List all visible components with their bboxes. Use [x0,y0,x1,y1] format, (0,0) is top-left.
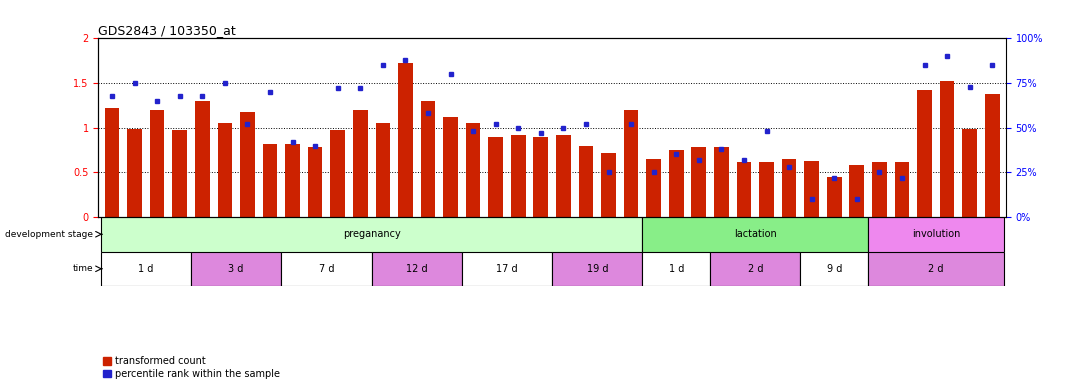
Bar [488,137,503,217]
Bar [691,147,706,217]
Bar [736,162,751,217]
Text: development stage: development stage [5,230,93,239]
Bar [281,252,371,286]
Bar [917,90,932,217]
Bar [101,252,190,286]
Bar [552,252,642,286]
Bar [331,130,345,217]
Bar [534,137,548,217]
Bar [371,252,462,286]
Bar [398,63,413,217]
Bar [240,112,255,217]
Bar [642,252,710,286]
Text: 12 d: 12 d [406,264,428,274]
Text: 17 d: 17 d [496,264,518,274]
Bar [353,110,368,217]
Bar [601,153,616,217]
Bar [868,252,1004,286]
Text: lactation: lactation [734,229,777,239]
Text: 2 d: 2 d [748,264,763,274]
Bar [217,123,232,217]
Text: 3 d: 3 d [228,264,244,274]
Text: 9 d: 9 d [826,264,842,274]
Bar [827,177,842,217]
Bar [465,123,480,217]
Text: 1 d: 1 d [138,264,153,274]
Bar [642,217,868,252]
Text: 7 d: 7 d [319,264,334,274]
Bar [939,81,954,217]
Bar [150,110,165,217]
Bar [800,252,868,286]
Bar [195,101,210,217]
Bar [782,159,796,217]
Bar [895,162,910,217]
Bar [462,252,552,286]
Bar [101,217,642,252]
Bar [714,147,729,217]
Text: GDS2843 / 103350_at: GDS2843 / 103350_at [98,24,236,37]
Bar [760,162,774,217]
Bar [669,150,684,217]
Text: 1 d: 1 d [669,264,684,274]
Bar [376,123,391,217]
Text: preganancy: preganancy [342,229,400,239]
Bar [127,129,142,217]
Bar [286,144,300,217]
Bar [556,135,570,217]
Bar [962,129,977,217]
Bar [710,252,800,286]
Bar [850,165,865,217]
Bar [511,135,525,217]
Text: involution: involution [912,229,960,239]
Bar [172,130,187,217]
Text: 19 d: 19 d [586,264,608,274]
Bar [579,146,593,217]
Bar [624,110,639,217]
Bar [190,252,281,286]
Bar [443,117,458,217]
Bar [421,101,435,217]
Bar [646,159,661,217]
Bar [868,217,1004,252]
Bar [262,144,277,217]
Text: 2 d: 2 d [928,264,944,274]
Bar [984,94,999,217]
Legend: transformed count, percentile rank within the sample: transformed count, percentile rank withi… [104,356,280,379]
Bar [308,147,322,217]
Bar [872,162,887,217]
Bar [805,161,819,217]
Bar [105,108,120,217]
Text: time: time [73,264,93,273]
